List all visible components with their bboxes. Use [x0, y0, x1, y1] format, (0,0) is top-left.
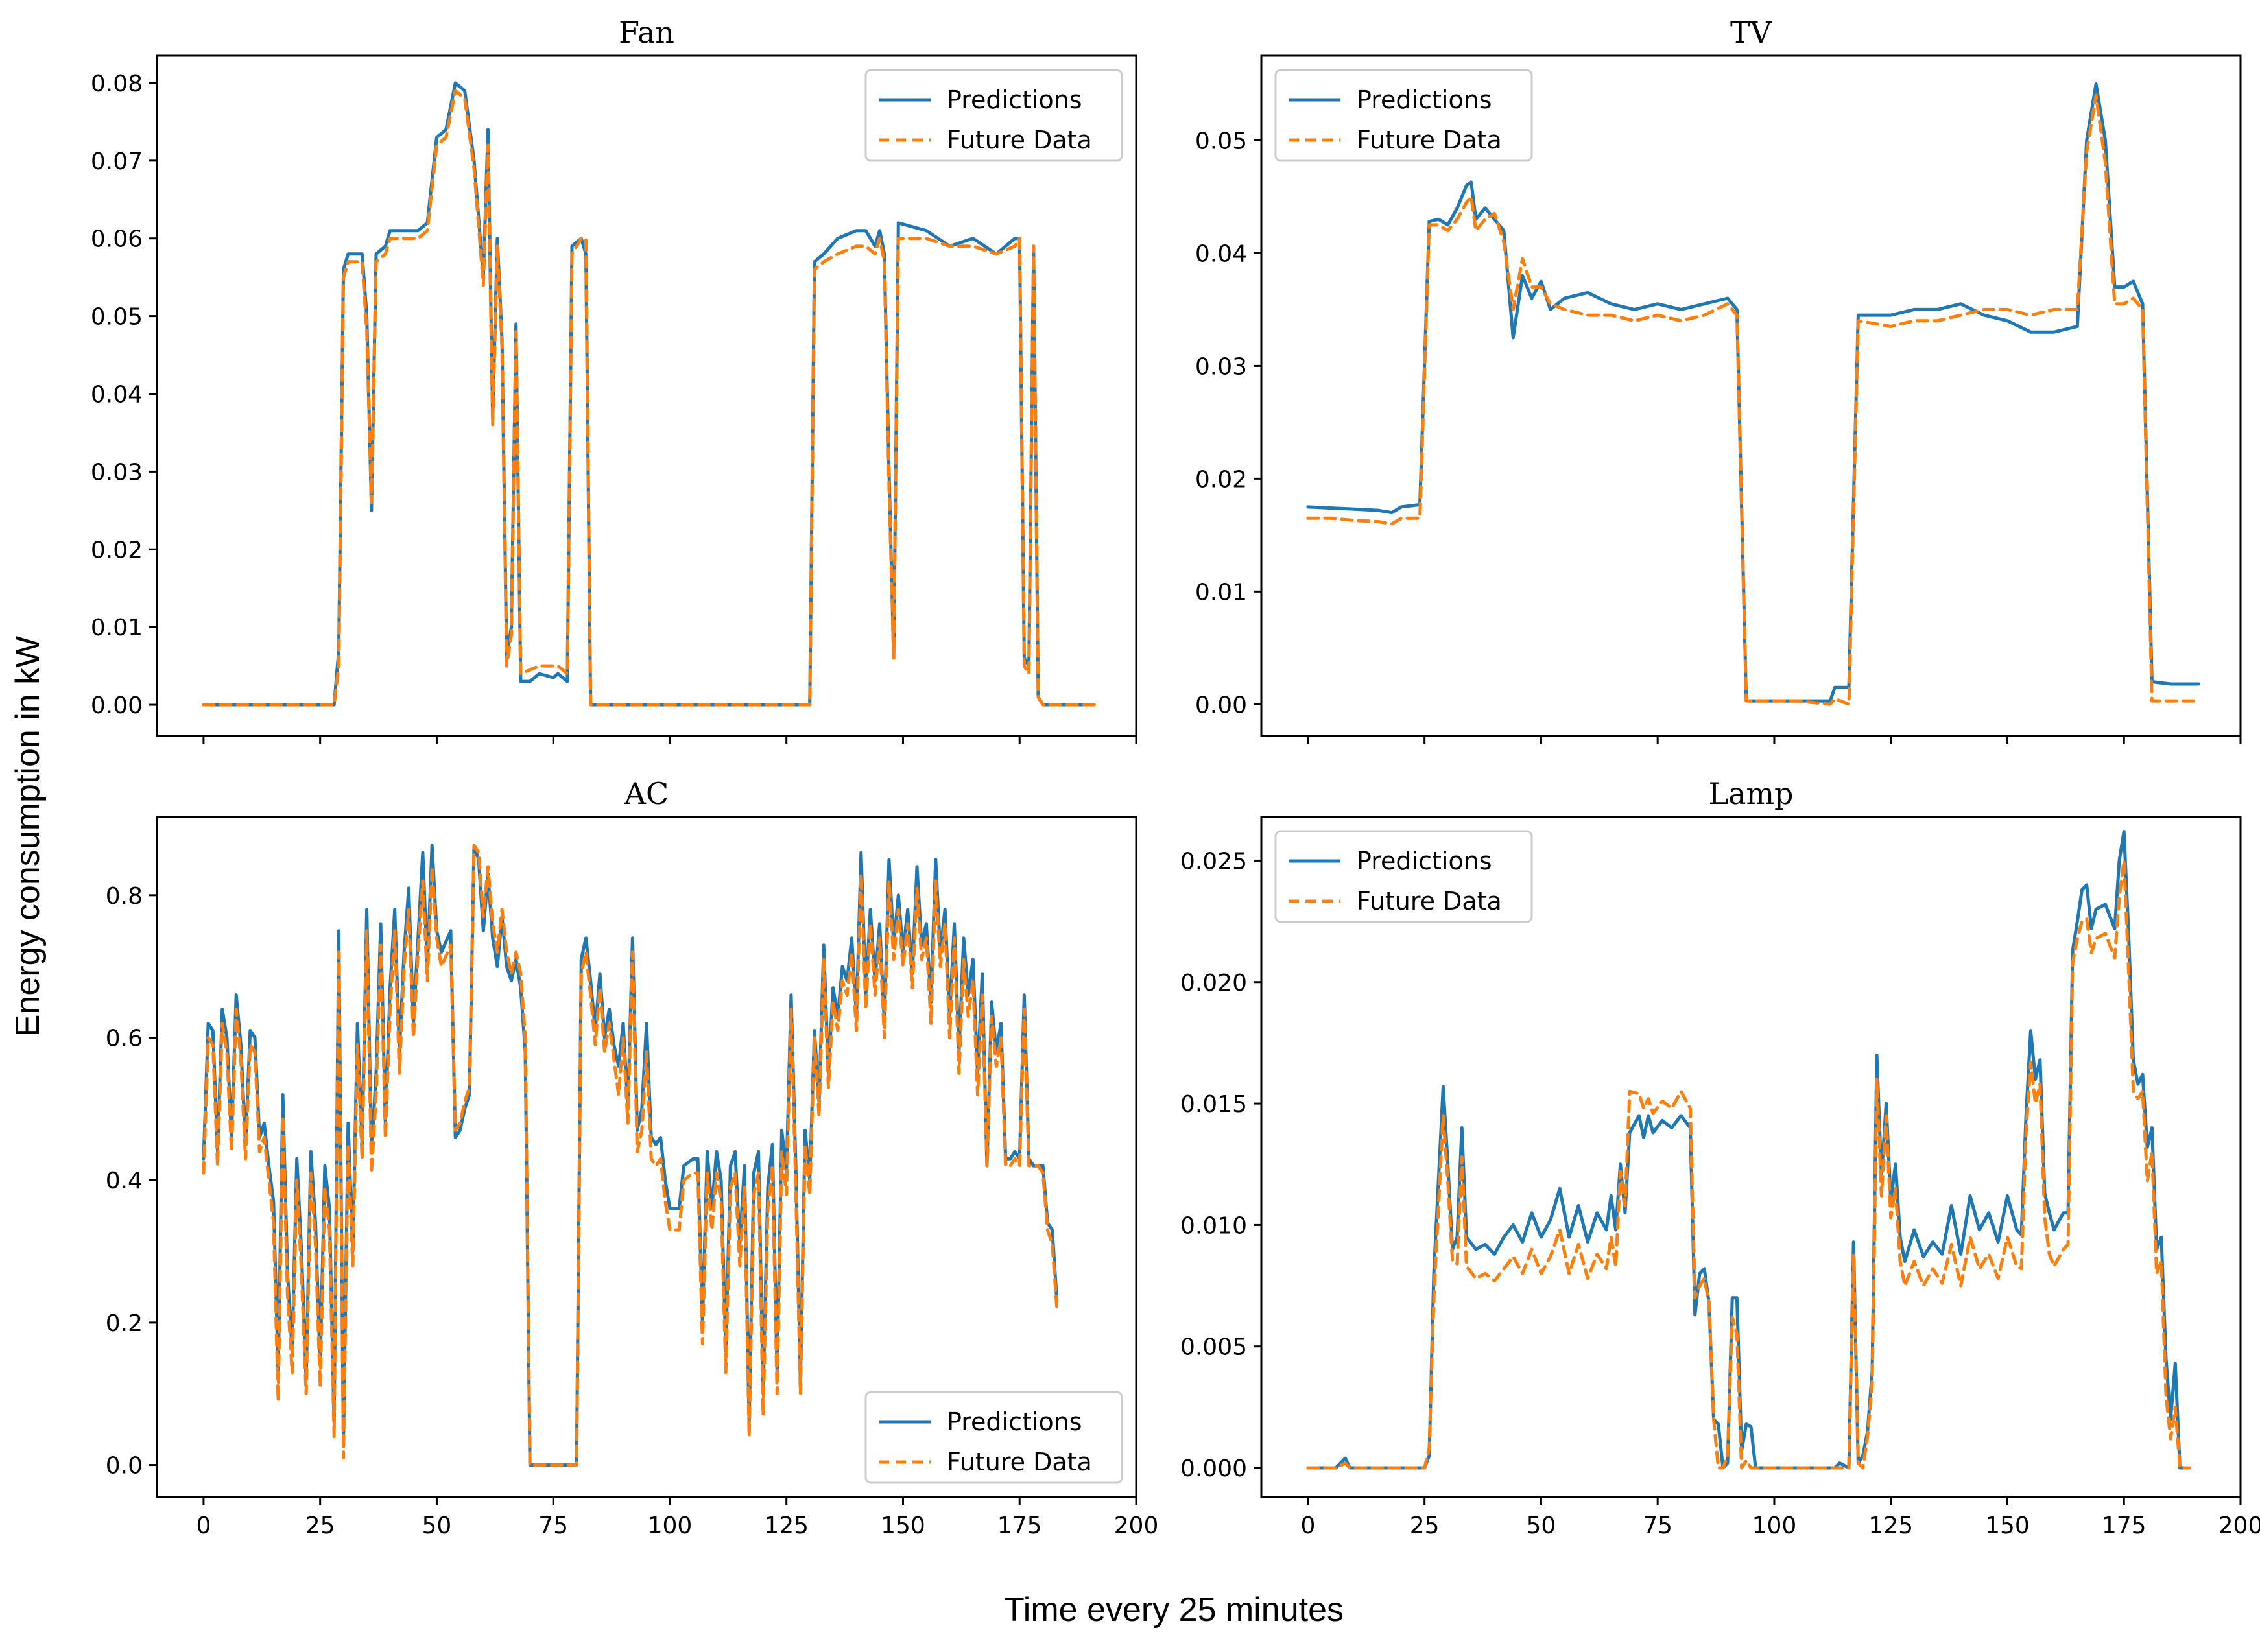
x-tick-label: 50: [422, 1513, 452, 1539]
legend-label-future-data: Future Data: [1357, 887, 1502, 915]
y-tick-label: 0.05: [91, 304, 143, 331]
x-tick-label: 200: [1114, 1513, 1159, 1539]
y-tick-label: 0.020: [1180, 970, 1247, 997]
y-tick-label: 0.03: [91, 459, 143, 486]
x-tick-label: 175: [2102, 1513, 2147, 1539]
x-tick-label: 25: [305, 1513, 335, 1539]
y-tick-label: 0.00: [1195, 692, 1247, 718]
x-tick-label: 200: [2218, 1513, 2260, 1539]
y-tick-label: 0.06: [91, 226, 143, 253]
series-line-predictions: [202, 81, 1096, 707]
y-tick-label: 0.04: [1195, 241, 1247, 267]
x-tick-label: 0: [1300, 1513, 1315, 1539]
x-tick-label: 50: [1527, 1513, 1556, 1539]
legend-label-predictions: Predictions: [1357, 847, 1492, 875]
axes-frame: [156, 54, 1137, 737]
x-tick-label: 75: [1643, 1513, 1672, 1539]
panel-title: Fan: [619, 15, 674, 50]
x-tick-label: 0: [196, 1513, 211, 1539]
y-tick-label: 0.010: [1180, 1212, 1247, 1239]
x-axis-label: Time every 25 minutes: [1004, 1591, 1344, 1629]
y-axis-label: Energy consumption in kW: [9, 636, 47, 1037]
legend-label-future-data: Future Data: [1357, 126, 1502, 154]
x-tick-label: 175: [997, 1513, 1042, 1539]
legend: Predictions Future Data: [864, 1391, 1123, 1484]
x-tick-label: 125: [1868, 1513, 1913, 1539]
y-tick-label: 0.03: [1195, 353, 1247, 380]
y-tick-label: 0.000: [1180, 1456, 1247, 1482]
y-tick-label: 0.6: [106, 1026, 143, 1052]
legend-label-predictions: Predictions: [1357, 86, 1492, 114]
panel-lamp: Lamp 0.000 0.005 0.010 0.015 0.020 0.025 0 25 50 7…: [1180, 776, 2260, 1539]
series-line-future-data: [1306, 93, 2200, 706]
legend-box: [1274, 69, 1533, 162]
y-tick-label: 0.05: [1195, 128, 1247, 154]
panels-container: Fan0.000.010.020.030.040.050.060.070.08P…: [91, 15, 2260, 1539]
x-tick-label: 25: [1410, 1513, 1440, 1539]
panel-tv: TV 0.00 0.01 0.02 0.03 0.04 0.05 Predictions Fut…: [1195, 15, 2242, 744]
legend-box: [1274, 830, 1533, 923]
axes-frame: [156, 816, 1137, 1498]
panel-title: Lamp: [1708, 776, 1793, 811]
y-tick-label: 0.02: [1195, 466, 1247, 493]
y-tick-label: 0.8: [106, 883, 143, 910]
y-tick-label: 0.025: [1180, 848, 1247, 875]
y-tick-label: 0.4: [106, 1168, 143, 1194]
y-tick-label: 0.04: [91, 382, 143, 408]
legend: Predictions Future Data: [1274, 69, 1533, 162]
panel-fan: Fan 0.00 0.01 0.02 0.03 0.04 0.05 0.06 0.07 0.08 P…: [91, 15, 1137, 744]
y-tick-label: 0.2: [106, 1310, 143, 1337]
legend-label-predictions: Predictions: [947, 1408, 1082, 1436]
panel-title: TV: [1730, 15, 1772, 50]
y-tick-label: 0.005: [1180, 1334, 1247, 1361]
x-tick-label: 150: [881, 1513, 925, 1539]
y-tick-label: 0.01: [91, 615, 143, 641]
y-tick-label: 0.08: [91, 71, 143, 97]
panel-ac: AC 0.0 0.2 0.4 0.6 0.8 0 25 50 75 100 125 150 175 200 P…: [106, 776, 1159, 1539]
y-tick-label: 0.01: [1195, 579, 1247, 606]
legend-label-future-data: Future Data: [947, 126, 1092, 154]
y-tick-label: 0.07: [91, 148, 143, 175]
legend-label-predictions: Predictions: [947, 86, 1082, 114]
legend-label-future-data: Future Data: [947, 1448, 1092, 1476]
x-tick-label: 150: [1985, 1513, 2030, 1539]
legend: Predictions Future Data: [1274, 830, 1533, 923]
axes-frame: [1260, 54, 2242, 737]
series-line-future-data: [202, 89, 1096, 707]
legend-box: [864, 69, 1123, 162]
panel-title: AC: [624, 776, 669, 811]
y-tick-label: 0.0: [106, 1453, 143, 1480]
legend: Predictions Future Data: [864, 69, 1123, 162]
y-tick-label: 0.015: [1180, 1091, 1247, 1118]
legend-box: [864, 1391, 1123, 1484]
x-tick-label: 75: [538, 1513, 568, 1539]
x-tick-label: 100: [648, 1513, 693, 1539]
x-tick-label: 125: [764, 1513, 809, 1539]
series-line-future-data: [1306, 858, 2191, 1470]
series-line-predictions: [1306, 82, 2200, 703]
y-tick-label: 0.02: [91, 537, 143, 563]
x-tick-label: 100: [1752, 1513, 1797, 1539]
series-line-future-data: [202, 844, 1059, 1467]
y-tick-label: 0.00: [91, 692, 143, 719]
axes-frame: [1260, 816, 2242, 1498]
